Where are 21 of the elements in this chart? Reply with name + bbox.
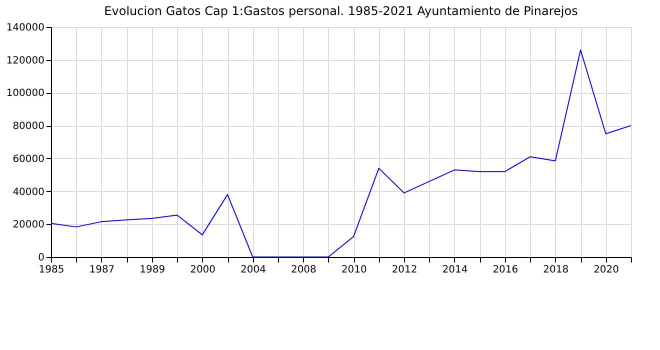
x-tick-label: 2000 <box>190 264 216 276</box>
x-tick-label: 1989 <box>140 264 166 276</box>
x-tick-label: 2008 <box>290 264 316 276</box>
x-tick-label: 2012 <box>392 264 418 276</box>
x-tick-label: 2020 <box>594 264 620 276</box>
y-tick-label: 120000 <box>6 55 44 66</box>
y-tick-label: 80000 <box>12 121 44 132</box>
x-tick-label: 2014 <box>442 264 468 276</box>
y-tick-label: 140000 <box>6 22 44 34</box>
y-tick-label: 20000 <box>12 220 44 231</box>
x-tick-label: 1985 <box>38 264 64 276</box>
y-tick-label: 0 <box>38 252 44 264</box>
x-tick-label: 2016 <box>492 264 518 276</box>
y-tick-label: 100000 <box>6 88 44 100</box>
y-tick-label: 40000 <box>12 186 44 198</box>
x-tick-label: 2010 <box>341 264 367 276</box>
chart-title: Evolucion Gatos Cap 1:Gastos personal. 1985-2021 Ayuntamiento de Pinarejos <box>104 4 578 18</box>
y-tick-label: 60000 <box>12 154 44 165</box>
x-tick-label: 1987 <box>89 264 115 276</box>
x-tick-label: 2004 <box>240 264 266 276</box>
x-tick-label: 2018 <box>543 264 569 276</box>
